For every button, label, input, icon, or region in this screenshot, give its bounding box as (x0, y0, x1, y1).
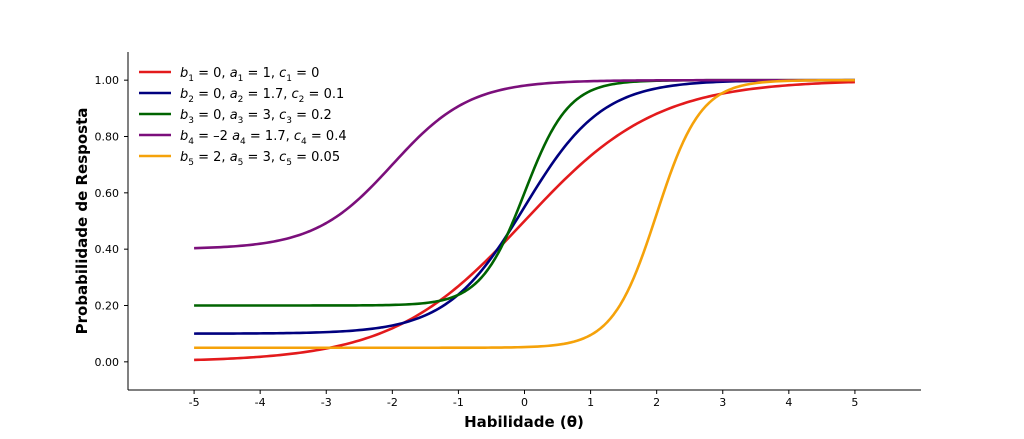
legend-value: = 0, (194, 66, 230, 81)
legend-subscript: 4 (301, 137, 307, 147)
legend-var: c (294, 129, 301, 144)
x-tick-label: 5 (851, 396, 858, 409)
x-tick-label: -1 (453, 396, 464, 409)
legend-subscript: 2 (238, 95, 244, 105)
y-ticks: 0.00 0.20 0.40 0.60 0.80 1.00 (95, 74, 128, 369)
x-ticks: -5 -4 -3 -2 -1 0 1 2 3 4 5 (189, 390, 858, 409)
legend: b1 = 0, a1 = 1, c1 = 0b2 = 0, a2 = 1.7, … (139, 66, 347, 168)
legend-value: = 0.1 (304, 87, 344, 102)
legend-subscript: 2 (299, 95, 305, 105)
legend-subscript: 3 (238, 116, 244, 126)
legend-value: = 0.4 (307, 129, 347, 144)
legend-subscript: 1 (238, 74, 244, 84)
legend-subscript: 3 (188, 116, 194, 126)
x-tick-label: 4 (785, 396, 792, 409)
legend-entry-3: b3 = 0, a3 = 3, c3 = 0.2 (180, 108, 332, 126)
legend-value: = 1.7, (246, 129, 294, 144)
x-tick-label: -3 (321, 396, 332, 409)
legend-entry-4: b4 = –2 a4 = 1.7, c4 = 0.4 (180, 129, 347, 147)
legend-subscript: 5 (286, 158, 292, 168)
x-tick-label: 1 (587, 396, 594, 409)
series-line-5 (194, 78, 855, 350)
series-line-4 (194, 78, 855, 250)
x-tick-label: 0 (521, 396, 528, 409)
x-tick-label: -4 (255, 396, 266, 409)
legend-subscript: 5 (238, 158, 244, 168)
legend-entry-1: b1 = 0, a1 = 1, c1 = 0 (180, 66, 319, 84)
legend-var: a (232, 129, 240, 144)
y-tick-label: 0.60 (95, 187, 120, 200)
series-line-1 (194, 80, 855, 362)
legend-value: = 0 (292, 66, 319, 81)
y-tick-label: 0.00 (95, 356, 120, 369)
legend-var: b (180, 87, 188, 102)
legend-var: b (180, 108, 188, 123)
legend-var: b (180, 66, 188, 81)
y-tick-label: 0.20 (95, 300, 120, 313)
legend-value: = 2, (194, 150, 230, 165)
legend-value: = 0, (194, 87, 230, 102)
legend-var: b (180, 129, 188, 144)
legend-subscript: 5 (188, 158, 194, 168)
legend-var: a (230, 150, 238, 165)
legend-value: = 3, (243, 108, 279, 123)
legend-value: = 3, (243, 150, 279, 165)
legend-var: c (292, 87, 299, 102)
legend-value: = –2 (194, 129, 232, 144)
legend-subscript: 1 (188, 74, 194, 84)
legend-value: = 0.05 (292, 150, 340, 165)
legend-var: b (180, 150, 188, 165)
y-tick-label: 0.40 (95, 243, 120, 256)
x-tick-label: -2 (387, 396, 398, 409)
legend-subscript: 4 (240, 137, 246, 147)
y-tick-label: 1.00 (95, 74, 120, 87)
legend-subscript: 2 (188, 95, 194, 105)
y-axis-label: Probabilidade de Resposta (73, 108, 91, 335)
legend-value: = 1.7, (243, 87, 291, 102)
legend-entry-2: b2 = 0, a2 = 1.7, c2 = 0.1 (180, 87, 344, 105)
legend-var: c (279, 108, 286, 123)
legend-value: = 1, (243, 66, 279, 81)
legend-subscript: 4 (188, 137, 194, 147)
legend-value: = 0, (194, 108, 230, 123)
curves (194, 78, 855, 362)
x-tick-label: 3 (719, 396, 726, 409)
y-tick-label: 0.80 (95, 131, 120, 144)
legend-var: a (230, 108, 238, 123)
legend-subscript: 1 (286, 74, 292, 84)
x-tick-label: 2 (653, 396, 660, 409)
legend-subscript: 3 (286, 116, 292, 126)
legend-var: c (279, 66, 286, 81)
legend-var: c (279, 150, 286, 165)
x-axis-label: Habilidade (θ) (464, 413, 584, 431)
legend-var: a (230, 87, 238, 102)
legend-value: = 0.2 (292, 108, 332, 123)
x-tick-label: -5 (189, 396, 200, 409)
legend-entry-5: b5 = 2, a5 = 3, c5 = 0.05 (180, 150, 340, 168)
legend-var: a (230, 66, 238, 81)
